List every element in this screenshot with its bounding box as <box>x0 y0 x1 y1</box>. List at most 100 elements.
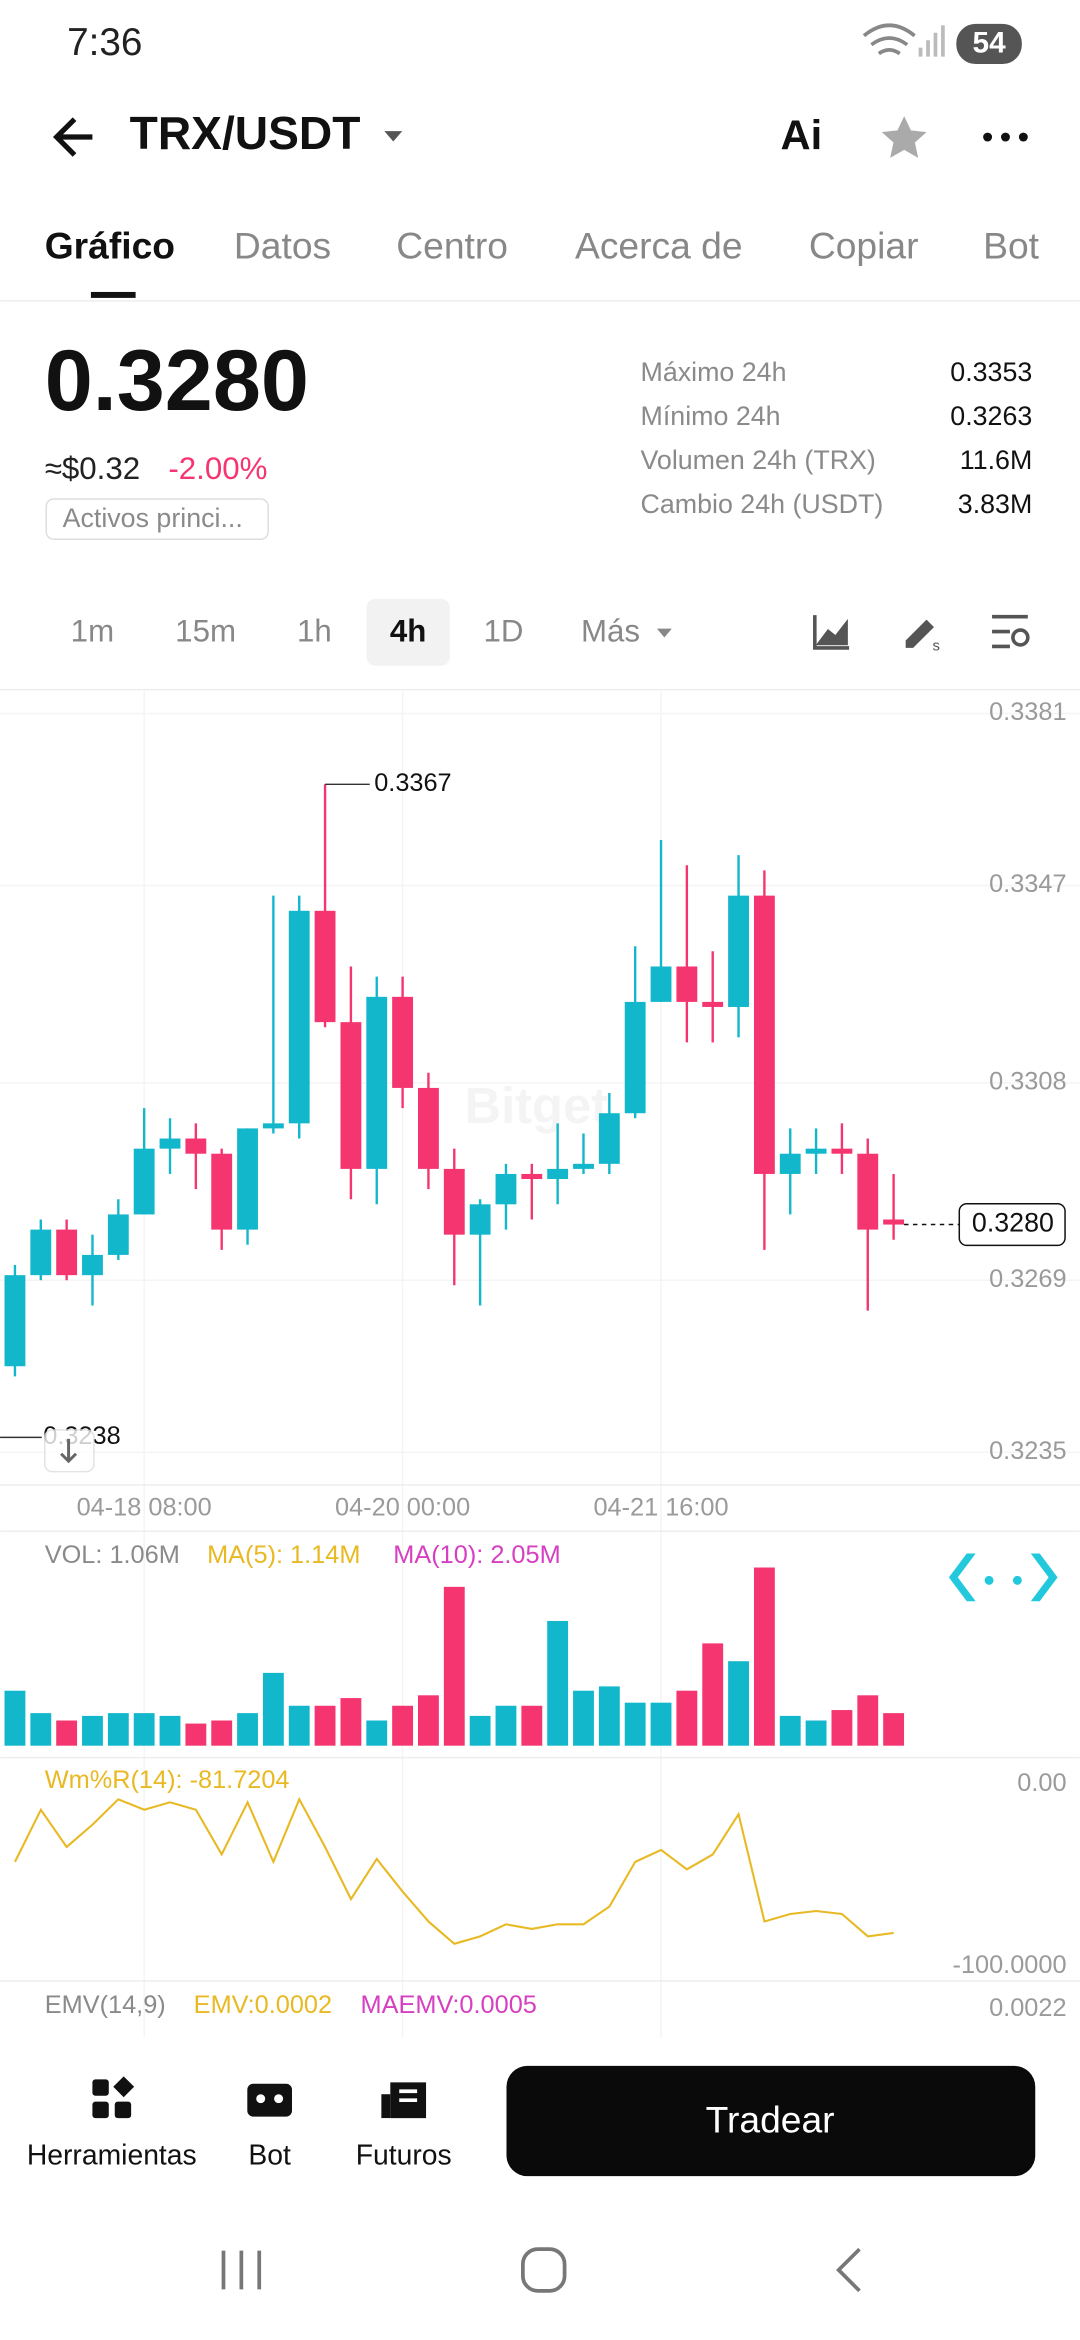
candle-body <box>857 1153 879 1230</box>
stat-value: 11.6M <box>960 445 1033 475</box>
bot-icon[interactable] <box>247 2083 292 2117</box>
volume-bar <box>753 1567 775 1746</box>
volume-bar <box>314 1705 336 1746</box>
interval[interactable]: 1h <box>297 613 332 648</box>
signal-icons <box>862 23 945 57</box>
emv-value: EMV:0.0002 <box>194 1991 332 2019</box>
volume-bar <box>288 1705 310 1746</box>
tool-label[interactable]: Futuros <box>356 2138 452 2170</box>
tab[interactable]: Datos <box>234 225 331 267</box>
scroll-arrow[interactable] <box>60 1438 78 1464</box>
volume-bar <box>521 1705 543 1746</box>
candle-body <box>82 1254 103 1276</box>
chart-type-icon[interactable] <box>813 615 850 650</box>
volume-bar <box>392 1705 414 1746</box>
tool-label[interactable]: Bot <box>248 2138 291 2170</box>
futures-icon[interactable] <box>381 2082 427 2119</box>
candle-body <box>469 1204 491 1235</box>
x-tick-label: 04-18 08:00 <box>77 1494 212 1522</box>
volume-bar <box>573 1690 594 1746</box>
candle-body <box>521 1173 543 1180</box>
wr-tick-label: -100.0000 <box>953 1951 1067 1979</box>
volume-bar <box>857 1695 879 1746</box>
y-tick-label: 0.3381 <box>989 698 1066 726</box>
candle-body <box>107 1214 129 1255</box>
candle-body <box>753 895 775 1174</box>
candle-body <box>495 1173 517 1205</box>
more-button[interactable] <box>983 132 1028 142</box>
battery-level: 54 <box>973 27 1007 60</box>
volume-bar <box>779 1715 801 1746</box>
tab[interactable]: Copiar <box>809 225 919 267</box>
candle-body <box>211 1153 233 1230</box>
interval[interactable]: 15m <box>175 613 236 648</box>
volume-bar <box>340 1698 362 1746</box>
interval[interactable]: 4h <box>390 613 427 648</box>
tab[interactable]: Centro <box>396 225 508 267</box>
battery <box>956 23 1022 65</box>
volume-bar <box>211 1720 233 1746</box>
trade-label[interactable]: Tradear <box>706 2098 835 2140</box>
stat-label: Mínimo 24h <box>641 401 781 431</box>
candle-body <box>392 996 414 1088</box>
more-caret[interactable] <box>656 628 672 638</box>
volume-bar <box>443 1586 465 1746</box>
candle-body <box>30 1229 52 1276</box>
back-button[interactable] <box>52 117 93 157</box>
interval-selected <box>366 598 450 666</box>
tools-icon[interactable] <box>92 2076 135 2119</box>
tab[interactable]: Gráfico <box>45 225 175 267</box>
volume-bar <box>4 1690 26 1746</box>
candle-body <box>443 1168 465 1235</box>
interval[interactable]: 1D <box>484 613 524 648</box>
candle-body <box>340 1022 362 1169</box>
volume-label: VOL: 1.06M <box>45 1541 180 1569</box>
wr-line <box>14 1796 894 1945</box>
price-change: -2.00% <box>168 451 267 486</box>
pair-caret[interactable] <box>384 131 403 142</box>
draw-icon[interactable]: s <box>905 619 940 655</box>
candle-body <box>288 910 310 1124</box>
last-price-label: 0.3280 <box>972 1208 1054 1238</box>
volume-bar <box>547 1620 569 1746</box>
y-tick-label: 0.3308 <box>989 1068 1066 1096</box>
interval[interactable]: Más <box>581 613 640 648</box>
tab[interactable]: Bot <box>983 225 1040 267</box>
favorite-star[interactable] <box>881 116 927 158</box>
volume-bar <box>469 1715 491 1746</box>
volume-bar <box>56 1720 78 1746</box>
settings-icon[interactable] <box>992 614 1030 649</box>
tag-box[interactable] <box>45 498 269 540</box>
tag[interactable]: Activos princi... <box>63 503 243 533</box>
candle-body <box>547 1168 569 1180</box>
expand-icon[interactable] <box>948 1553 1058 1602</box>
svg-text:s: s <box>932 638 939 654</box>
emv-tick: 0.0022 <box>989 1994 1066 2022</box>
volume-bar <box>883 1713 905 1746</box>
volume-bar <box>676 1690 698 1746</box>
x-tick-label: 04-21 16:00 <box>593 1494 728 1522</box>
candle-body <box>262 1123 284 1129</box>
ai-button[interactable]: Ai <box>781 112 823 159</box>
maemv-value: MAEMV:0.0005 <box>361 1991 537 2019</box>
tool-label[interactable]: Herramientas <box>27 2138 197 2170</box>
last-price: 0.3280 <box>45 333 309 429</box>
volume-bar <box>805 1720 827 1746</box>
y-tick-label: 0.3269 <box>989 1265 1066 1293</box>
candle-body <box>624 1001 646 1114</box>
volume-bar <box>185 1723 207 1746</box>
stat-label: Máximo 24h <box>641 357 787 387</box>
volume-bar <box>262 1672 284 1746</box>
candle-body <box>56 1229 78 1276</box>
high-label: 0.3367 <box>374 769 451 797</box>
y-tick-label: 0.3347 <box>989 870 1066 898</box>
pair-title[interactable]: TRX/USDT <box>130 107 361 159</box>
candle-body <box>779 1153 801 1174</box>
candle-body <box>237 1128 258 1230</box>
trade-button[interactable] <box>506 2065 1036 2177</box>
tab[interactable]: Acerca de <box>575 225 743 267</box>
interval[interactable]: 1m <box>71 613 114 648</box>
volume-bar <box>495 1705 517 1746</box>
